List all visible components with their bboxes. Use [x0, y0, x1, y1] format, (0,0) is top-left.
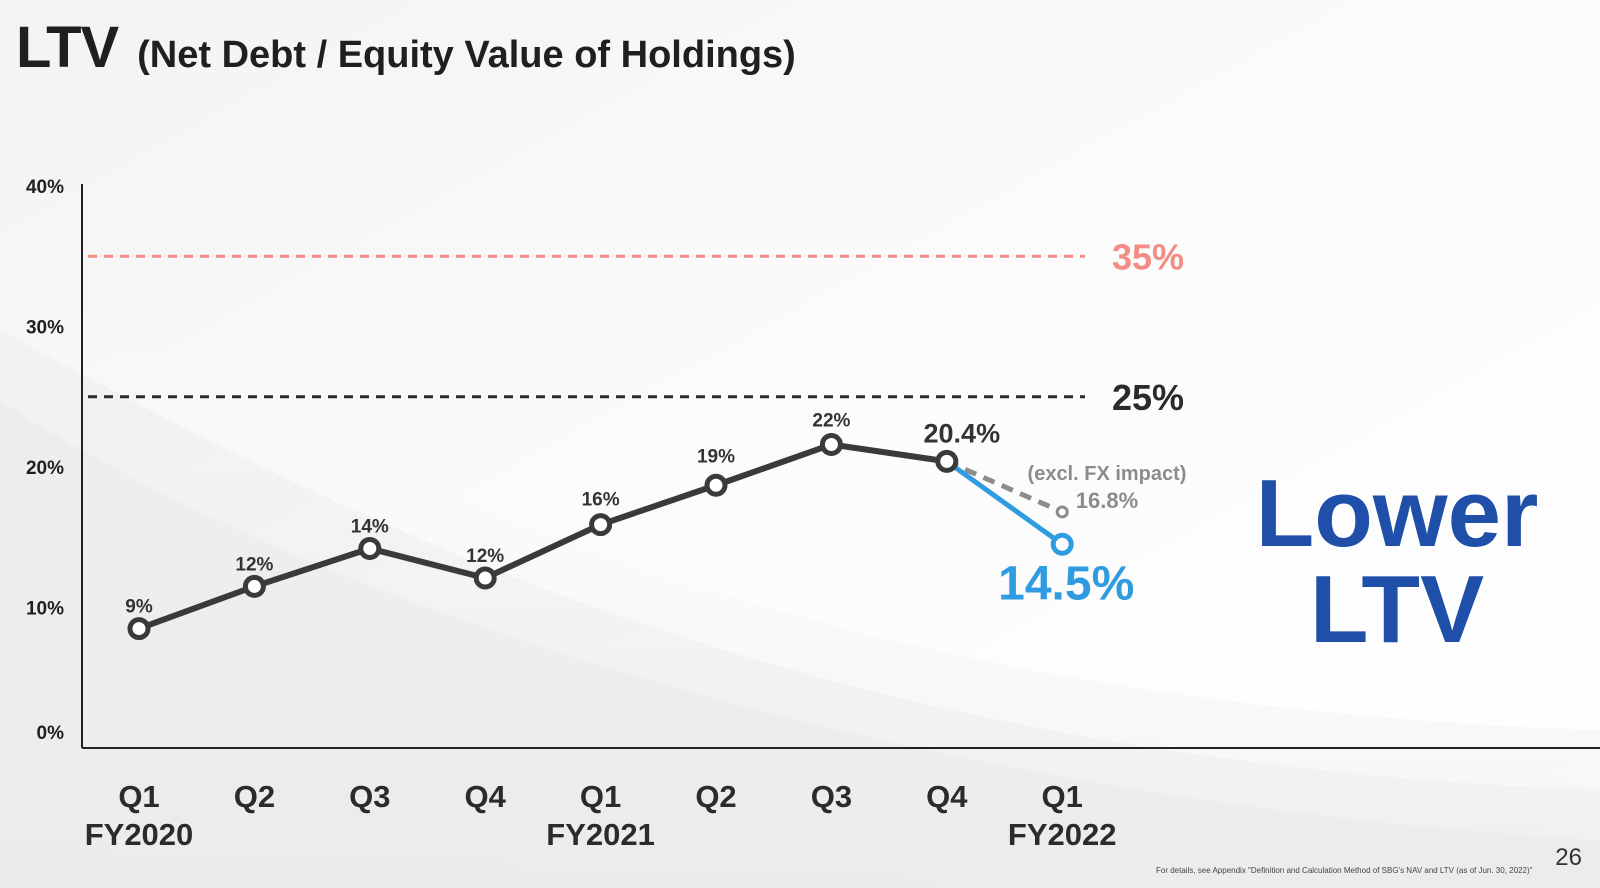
- x-tick-year: FY2022: [1008, 817, 1117, 852]
- ltv-point: [819, 433, 843, 457]
- page-title: LTV (Net Debt / Equity Value of Holdings…: [16, 14, 796, 81]
- x-tick-quarter: Q1: [1042, 779, 1083, 814]
- series-lines: [137, 441, 1064, 632]
- excl-fx-dashed-line: [945, 459, 1064, 515]
- excl-fx-point: [1055, 505, 1069, 519]
- x-tick-quarter: Q2: [695, 779, 736, 814]
- ltv-point: [242, 574, 266, 598]
- threshold-label: 35%: [1112, 236, 1184, 277]
- y-tick-label: 40%: [26, 177, 64, 198]
- x-tick-year: FY2020: [85, 817, 194, 852]
- x-tick-quarter: Q1: [580, 779, 621, 814]
- x-tick-quarter: Q4: [926, 779, 968, 814]
- series-points: [127, 433, 1074, 641]
- ltv-data-label: 12%: [466, 546, 504, 567]
- lower-ltv-callout: Lower LTV: [1232, 466, 1562, 658]
- threshold-lines: 35% 25%: [88, 236, 1184, 418]
- y-axis-ticks: 0% 10% 20% 30% 40%: [26, 177, 64, 744]
- threshold-label: 25%: [1112, 377, 1184, 418]
- y-tick-label: 0%: [37, 723, 65, 744]
- data-labels: 9% 12% 14% 12% 16% 19% 22% 20.4% (excl. FX impac…: [125, 411, 1186, 618]
- y-tick-label: 10%: [26, 599, 64, 620]
- ltv-point: [127, 617, 151, 641]
- ltv-data-label: 14%: [351, 516, 389, 537]
- ltv-series-line: [137, 441, 948, 632]
- ltv-point: [935, 449, 959, 473]
- x-tick-year: FY2021: [546, 817, 655, 852]
- x-tick-quarter: Q3: [811, 779, 852, 814]
- excl-fx-annotation: (excl. FX impact): [1028, 463, 1187, 485]
- x-tick-quarter: Q2: [234, 779, 275, 814]
- ltv-data-label: 16%: [582, 490, 620, 511]
- q1-fy2022-data-label: 14.5%: [998, 557, 1134, 610]
- page-number: 26: [1555, 844, 1582, 871]
- q1-fy2022-line: [945, 459, 1064, 547]
- footnote: For details, see Appendix "Definition an…: [1156, 866, 1533, 875]
- x-tick-quarter: Q3: [349, 779, 390, 814]
- ltv-data-label: 19%: [697, 446, 735, 467]
- x-tick-quarter: Q4: [465, 779, 507, 814]
- x-tick-quarter: Q1: [118, 779, 159, 814]
- ltv-data-label: 12%: [235, 554, 273, 575]
- callout-line-2: LTV: [1309, 556, 1485, 663]
- ltv-point: [589, 513, 613, 537]
- ltv-point: [358, 536, 382, 560]
- ltv-data-label: 22%: [812, 411, 850, 432]
- excl-fx-data-label: 16.8%: [1076, 488, 1138, 513]
- q1-fy2022-point: [1050, 532, 1074, 556]
- y-tick-label: 30%: [26, 318, 64, 339]
- ltv-point: [704, 473, 728, 497]
- ltv-point: [473, 566, 497, 590]
- title-main: LTV: [16, 15, 119, 80]
- callout-line-1: Lower: [1255, 460, 1539, 567]
- y-tick-label: 20%: [26, 458, 64, 479]
- ltv-data-label: 9%: [125, 597, 153, 618]
- title-subtitle: (Net Debt / Equity Value of Holdings): [137, 34, 796, 76]
- ltv-data-label: 20.4%: [924, 418, 1001, 448]
